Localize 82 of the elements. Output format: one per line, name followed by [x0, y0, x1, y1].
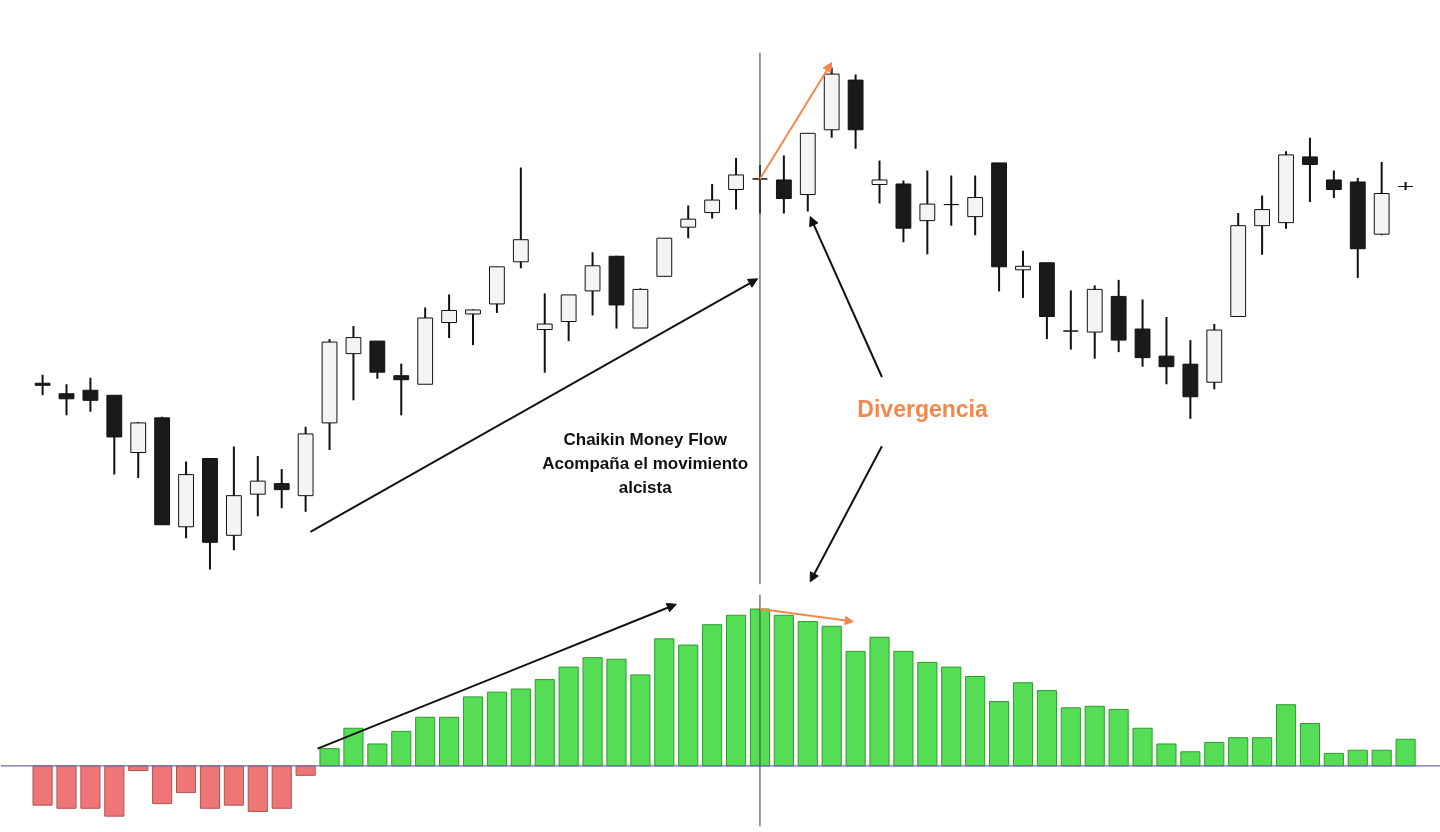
bar — [725, 614, 747, 767]
candlestick — [249, 455, 266, 518]
bar — [391, 730, 412, 767]
bar — [1204, 741, 1225, 767]
bar — [582, 657, 603, 767]
bar — [654, 638, 675, 767]
bar — [1180, 751, 1201, 767]
bar — [1395, 738, 1416, 767]
bar — [56, 765, 77, 809]
bar — [271, 765, 292, 809]
bar — [702, 624, 723, 767]
candlestick — [1325, 169, 1342, 200]
candlestick — [1015, 249, 1031, 299]
bar — [630, 674, 651, 767]
candlestick — [775, 154, 792, 215]
candlestick — [967, 174, 984, 237]
bar — [773, 614, 794, 767]
candlestick — [273, 468, 290, 510]
bar — [678, 644, 699, 767]
bar — [1012, 682, 1034, 767]
candlestick — [58, 383, 75, 417]
candlestick — [871, 159, 888, 205]
bar — [606, 658, 627, 767]
bar — [462, 696, 484, 767]
bar — [1084, 705, 1105, 767]
candlestick — [704, 182, 721, 220]
bar — [989, 701, 1010, 767]
candlestick — [82, 376, 99, 413]
candlestick — [1158, 315, 1175, 386]
bar — [1371, 749, 1392, 767]
bar — [32, 765, 53, 806]
bar — [367, 743, 388, 767]
bar — [486, 691, 507, 767]
bar — [295, 765, 316, 776]
bar — [1228, 737, 1249, 767]
candlestick — [728, 156, 744, 211]
candlestick — [1302, 136, 1318, 204]
bar — [343, 727, 364, 767]
candlestick — [1254, 194, 1271, 256]
bar — [893, 650, 914, 767]
bar — [821, 625, 842, 767]
candlestick — [465, 308, 481, 347]
candlestick — [536, 292, 553, 374]
bar — [1060, 707, 1081, 767]
bar — [1275, 704, 1297, 767]
bar — [1156, 743, 1177, 767]
annotation: Chaikin Money Flow Acompaña el movimiento alcista — [542, 430, 749, 497]
bar — [199, 765, 221, 809]
bar — [439, 716, 460, 767]
bar — [1347, 749, 1368, 767]
bar — [845, 650, 866, 767]
candlestick — [393, 362, 410, 417]
bar — [797, 621, 818, 767]
candlestick — [680, 204, 697, 240]
bar — [104, 765, 125, 817]
bar — [917, 661, 938, 767]
candlestick — [34, 373, 51, 397]
bar — [152, 765, 173, 805]
candlestick — [919, 169, 936, 256]
bar — [510, 688, 531, 767]
bar — [1252, 737, 1273, 767]
bar — [869, 636, 890, 767]
candlestick — [345, 325, 362, 402]
bar — [175, 765, 197, 794]
bar — [965, 675, 986, 767]
bar — [80, 765, 101, 809]
bar — [1132, 727, 1153, 767]
bar — [319, 748, 340, 767]
candlestick — [943, 174, 960, 227]
bar — [223, 765, 244, 806]
bar — [1299, 723, 1320, 767]
candlestick — [441, 293, 458, 340]
annotation: Divergencia — [857, 395, 988, 422]
bar — [941, 666, 962, 767]
bar — [558, 666, 579, 767]
candlestick — [1062, 289, 1079, 351]
bar — [415, 716, 436, 767]
bar — [1108, 708, 1129, 767]
candlestick — [512, 166, 529, 270]
bar — [1036, 690, 1057, 767]
bar — [247, 765, 268, 812]
bar — [534, 679, 555, 767]
